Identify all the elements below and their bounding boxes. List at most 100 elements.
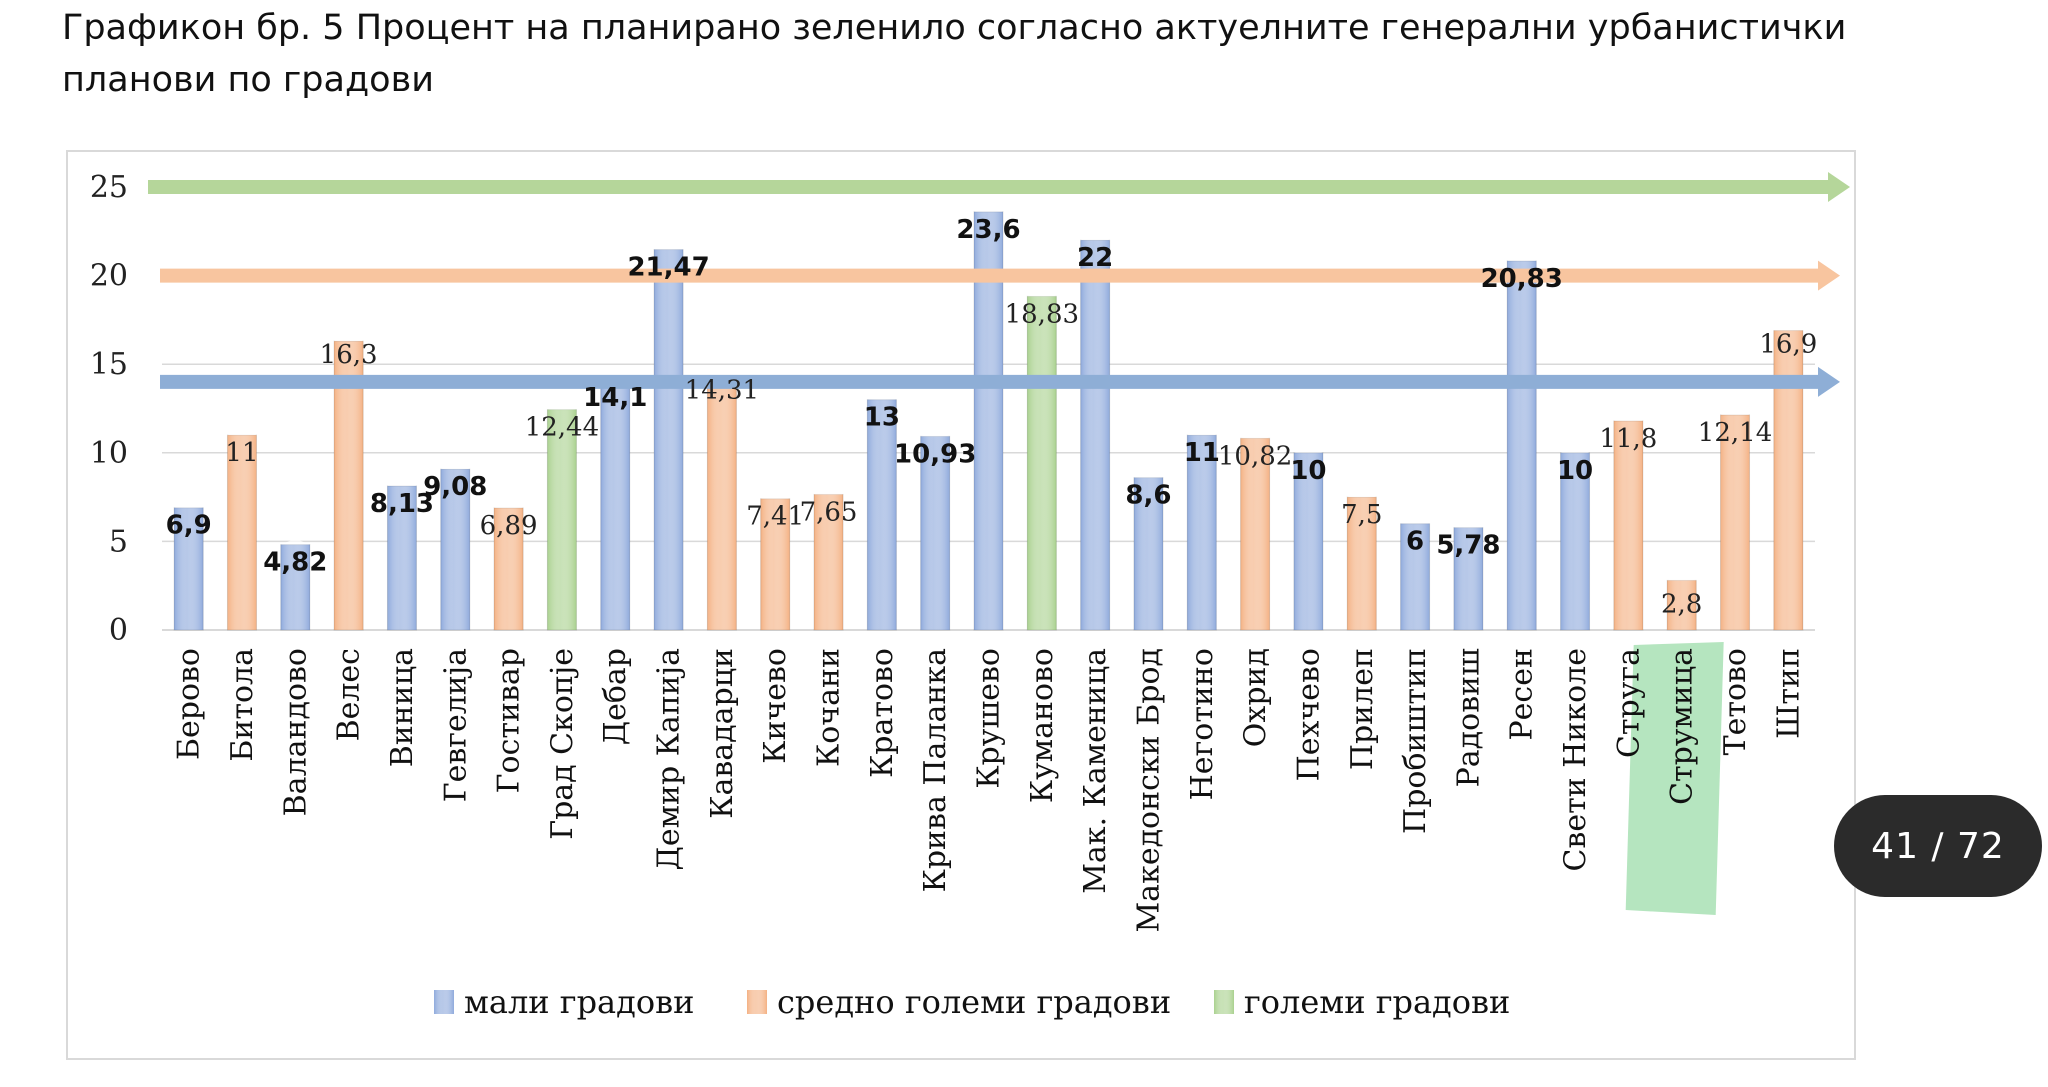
data-label-2: 4,82 (263, 548, 327, 578)
bar-cap-18 (1133, 471, 1163, 478)
chart-frame (66, 150, 1856, 1060)
bar-10 (706, 375, 737, 631)
chart-caption: Графикон бр. 5 Процент на планирано зеле… (62, 8, 1847, 100)
legend-swatch-shade-small (434, 990, 454, 1014)
data-label-20: 10,82 (1218, 441, 1292, 471)
data-label-9: 21,47 (627, 253, 709, 283)
category-label-25: Ресен (1505, 648, 1540, 741)
page-counter-badge: 41 / 72 (1834, 795, 2042, 897)
category-label-18: Македонски Брод (1131, 648, 1166, 933)
data-label-19: 11 (1184, 438, 1220, 468)
bar-19 (1186, 434, 1217, 631)
ytick-label-15: 15 (90, 347, 128, 382)
ytick-label-0: 0 (109, 613, 128, 648)
bar-cap-28 (1667, 574, 1697, 581)
data-label-18: 8,6 (1125, 481, 1171, 511)
reference-arrow-head-large (1828, 172, 1850, 202)
bar-5 (440, 468, 471, 631)
legend-swatch-shade-medium (747, 990, 767, 1014)
data-label-22: 7,5 (1341, 500, 1382, 530)
category-label-9: Демир Капија (652, 648, 687, 871)
bar-11 (760, 498, 791, 631)
category-label-26: Свети Николе (1558, 648, 1593, 872)
bar-cap-30 (1773, 324, 1803, 331)
data-label-24: 5,78 (1436, 531, 1500, 561)
category-label-7: Град Скопје (545, 648, 580, 840)
bar-28 (1666, 579, 1697, 631)
category-label-12: Кочани (812, 648, 847, 767)
legend-label-small: мали градови (464, 983, 694, 1021)
data-label-29: 12,14 (1698, 418, 1772, 448)
bar-cap-16 (1027, 290, 1057, 297)
category-label-8: Дебар (598, 648, 633, 745)
bar-12 (813, 493, 844, 631)
data-label-26: 10 (1557, 456, 1593, 486)
data-label-11: 7,41 (746, 502, 804, 532)
bar-9 (653, 249, 684, 631)
highlighter-mark (1625, 642, 1724, 915)
bar-cap-11 (760, 492, 790, 499)
data-label-15: 23,6 (956, 215, 1020, 245)
category-label-19: Неготино (1185, 648, 1220, 800)
category-label-10: Кавадарци (705, 648, 740, 819)
data-label-27: 11,8 (1599, 424, 1657, 454)
bar-14 (920, 435, 951, 631)
category-label-6: Гостивар (492, 648, 527, 793)
data-label-13: 13 (864, 403, 900, 433)
ytick-label-20: 20 (90, 259, 128, 294)
data-label-12: 7,65 (800, 497, 858, 527)
ytick-label-25: 25 (90, 170, 128, 205)
bar-17 (1080, 239, 1111, 631)
data-label-16: 18,83 (1005, 299, 1079, 329)
category-label-27: Струга (1611, 648, 1646, 758)
data-label-30: 16,9 (1759, 330, 1817, 360)
bar-cap-15 (974, 205, 1003, 212)
data-label-28: 2,8 (1661, 589, 1702, 619)
data-label-7: 12,44 (525, 413, 599, 443)
bar-6 (493, 507, 524, 631)
data-label-4: 8,13 (370, 489, 434, 519)
bar-18 (1133, 477, 1164, 631)
data-label-6: 6,89 (480, 511, 538, 541)
category-label-13: Кратово (865, 648, 900, 778)
bar-cap-22 (1347, 491, 1377, 498)
category-label-14: Крива Паланка (918, 648, 953, 892)
bar-cap-6 (494, 501, 524, 508)
bar-cap-24 (1453, 521, 1483, 528)
bar-cap-21 (1293, 446, 1323, 453)
category-label-20: Охрид (1238, 648, 1273, 747)
bar-13 (866, 399, 897, 631)
category-label-5: Гевгелија (438, 648, 473, 802)
bar-26 (1560, 452, 1591, 631)
bar-cap-0 (174, 501, 204, 508)
bar-1 (226, 434, 257, 631)
bar-29 (1720, 414, 1751, 631)
category-label-21: Пехчево (1291, 648, 1326, 781)
category-label-4: Виница (385, 648, 420, 767)
bar-cap-9 (654, 243, 684, 250)
bar-cap-13 (867, 393, 897, 400)
category-label-30: Штип (1771, 648, 1806, 739)
legend-label-large: големи градови (1244, 983, 1510, 1021)
category-label-22: Прилеп (1345, 648, 1380, 770)
data-label-25: 20,83 (1481, 264, 1563, 294)
bar-cap-3 (334, 335, 364, 342)
ytick-label-5: 5 (109, 524, 128, 559)
category-label-1: Битола (225, 648, 260, 762)
bar-cap-27 (1613, 414, 1643, 421)
bar-cap-4 (387, 479, 417, 486)
category-label-11: Кичево (758, 648, 793, 764)
bar-27 (1613, 420, 1644, 631)
category-label-16: Куманово (1025, 648, 1060, 803)
data-label-8: 14,1 (583, 383, 647, 413)
bar-cap-2 (280, 538, 310, 545)
bar-8 (600, 379, 631, 631)
bar-cap-12 (814, 488, 844, 495)
bar-cap-25 (1507, 254, 1537, 261)
bar-7 (546, 409, 577, 631)
reference-arrow-head-small (1818, 366, 1840, 397)
data-label-0: 6,9 (166, 511, 212, 541)
bar-cap-14 (920, 430, 950, 437)
